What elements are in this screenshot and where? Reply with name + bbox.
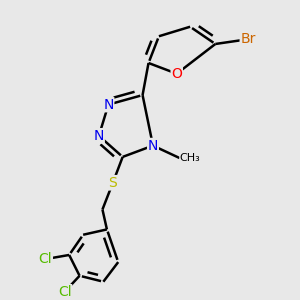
Text: Br: Br <box>240 32 256 46</box>
Text: N: N <box>94 129 104 143</box>
Text: N: N <box>148 139 158 153</box>
Text: N: N <box>103 98 114 112</box>
Text: O: O <box>171 67 182 81</box>
Text: Cl: Cl <box>58 285 71 299</box>
Text: CH₃: CH₃ <box>180 153 200 163</box>
Text: Cl: Cl <box>39 252 52 266</box>
Text: S: S <box>109 176 117 190</box>
